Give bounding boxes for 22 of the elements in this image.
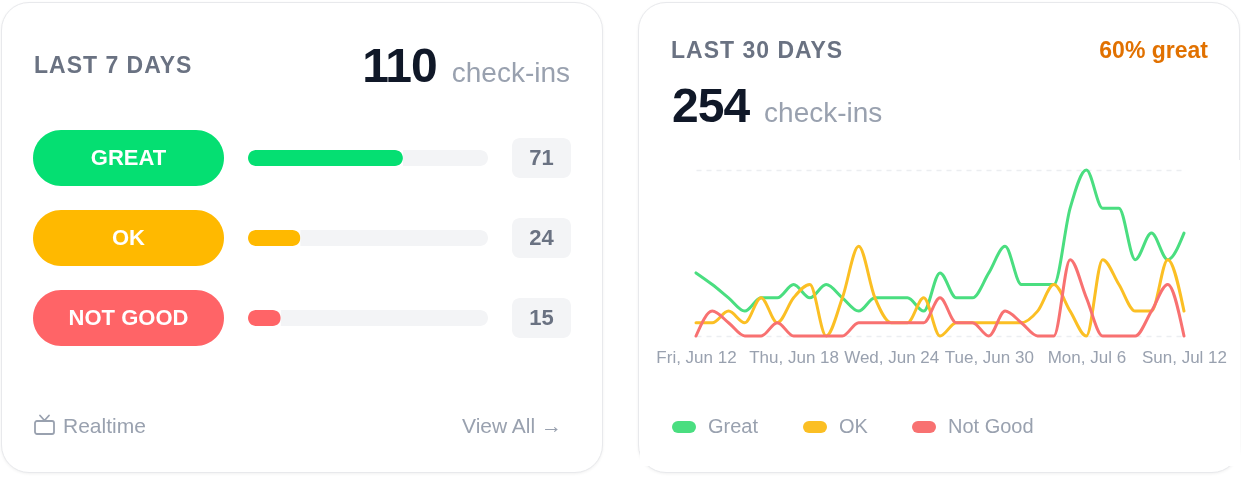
x-tick-label: Mon, Jul 6	[1047, 347, 1127, 367]
chart-title: LAST 30 DAYS	[671, 36, 844, 63]
x-tick-label: Sun, Jul 12	[1141, 347, 1228, 367]
y-tick-label: NOT GOOD	[68, 305, 189, 330]
x-tick-label: Wed, Jun 24	[844, 347, 940, 367]
text: View All →	[462, 414, 562, 438]
text: Realtime	[63, 414, 146, 438]
x-tick-label: Fri, Jun 12	[656, 347, 737, 367]
data-label: 24	[529, 225, 555, 250]
y-tick-label: GREAT	[90, 145, 167, 170]
chart-title: LAST 7 DAYS	[34, 51, 193, 78]
chart-subtitle: 110 check-ins	[362, 39, 570, 93]
data-label: 71	[529, 145, 554, 170]
data-label: 15	[529, 305, 554, 330]
legend-label: OK	[839, 415, 869, 437]
x-tick-label: Thu, Jun 18	[749, 347, 839, 367]
legend-label: Not Good	[948, 415, 1034, 437]
legend-label: Great	[708, 415, 759, 437]
x-tick-label: Tue, Jun 30	[944, 347, 1034, 367]
text: 60% great	[1099, 36, 1208, 63]
chart-subtitle: 254 check-ins	[672, 79, 883, 133]
y-tick-label: OK	[112, 225, 146, 250]
